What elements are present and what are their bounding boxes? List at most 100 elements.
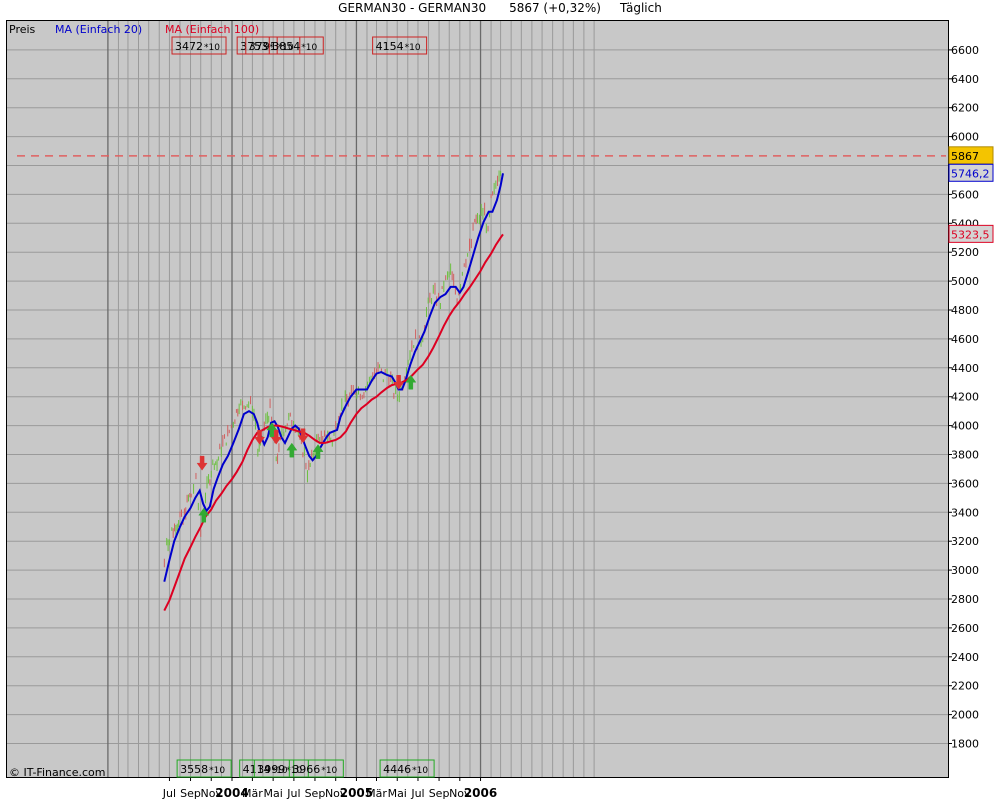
legend-item-2: MA (Einfach 100): [165, 23, 259, 36]
y-tick-label: 4200: [951, 391, 979, 404]
x-tick-label: Nov: [201, 787, 223, 800]
buy-signal-arrow: [198, 507, 210, 523]
y-tick-label: 3200: [951, 535, 979, 548]
top-annotation-suffix: *10: [301, 43, 317, 53]
top-annotation-label: 3472: [175, 40, 203, 53]
buy-signal-arrow: [405, 374, 417, 390]
legend-item-1: MA (Einfach 20): [55, 23, 142, 36]
x-tick-label: Sep: [429, 787, 450, 800]
bottom-annotation-label: 4446: [383, 763, 411, 776]
title-price: 5867 (+0,32%): [509, 1, 601, 15]
y-tick-label: 6000: [951, 131, 979, 144]
last-price-tag-label: 5867: [951, 150, 979, 163]
y-tick-label: 2400: [951, 651, 979, 664]
y-tick-label: 6600: [951, 44, 979, 57]
copyright-text: © IT-Finance.com: [9, 766, 106, 779]
x-tick-label: Sep: [180, 787, 201, 800]
bottom-annotation-box: [379, 759, 435, 778]
bottom-annotation-suffix: *10: [412, 766, 428, 776]
top-annotation-label: 3753: [240, 40, 268, 53]
y-tick-label: 2600: [951, 622, 979, 635]
ma20-tag-box: [948, 163, 994, 182]
bottom-annotation-label: 3999: [257, 763, 285, 776]
bottom-annotation: 3558 *10: [176, 759, 232, 778]
bottom-annotation: 3999 *10: [253, 759, 309, 778]
y-tick-label: 5000: [951, 275, 979, 288]
sell-signal-arrow: [196, 455, 208, 471]
buy-signal-arrow: [286, 442, 298, 458]
bottom-annotation-suffix: *10: [321, 766, 337, 776]
top-annotation-suffix: *: [269, 43, 274, 53]
x-tick-label: Jul: [410, 787, 424, 800]
bottom-annotation-box: [176, 759, 232, 778]
top-annotation: 4154 *10: [372, 36, 428, 55]
y-tick-label: 6200: [951, 102, 979, 115]
x-tick-label: Nov: [449, 787, 471, 800]
bottom-annotation: 4446 *10: [379, 759, 435, 778]
x-tick-label: Jul: [162, 787, 176, 800]
top-annotation: 3472 *10: [171, 36, 227, 55]
bottom-annotation-label: 3558: [180, 763, 208, 776]
y-tick-label: 4400: [951, 362, 979, 375]
x-tick-label: Mai: [263, 787, 282, 800]
title-symbol: GERMAN30 - GERMAN30: [338, 1, 487, 15]
bottom-annotation-suffix: *10: [272, 766, 288, 776]
top-annotation-box: [372, 36, 428, 55]
x-tick-label: 2006: [464, 786, 497, 800]
x-tick-label: Jul: [286, 787, 300, 800]
ma20-line: [163, 173, 504, 582]
sell-signal-arrow: [270, 429, 282, 445]
buy-signal-arrow: [312, 444, 324, 459]
y-tick-label: 3400: [951, 506, 979, 519]
x-tick-label: Sep: [305, 787, 326, 800]
y-tick-label: 3600: [951, 477, 979, 490]
y-tick-label: 5200: [951, 246, 979, 259]
x-tick-label: Mai: [388, 787, 407, 800]
ma20-tag-label: 5746,2: [951, 167, 990, 180]
top-annotation-suffix: *10: [405, 43, 421, 53]
sell-signal-arrow: [393, 375, 405, 390]
ma100-line: [163, 233, 504, 612]
bottom-annotation-label: 4114: [243, 763, 271, 776]
x-tick-label: 2005: [340, 786, 373, 800]
y-tick-label: 4000: [951, 420, 979, 433]
top-annotation-suffix: *10: [278, 43, 294, 53]
chart-title: GERMAN30 - GERMAN30 5867 (+0,32%) Täglic…: [0, 1, 1000, 15]
chart-plot-area[interactable]: [6, 20, 949, 778]
x-tick-label: Mär: [242, 787, 263, 800]
top-annotation-box: [171, 36, 227, 55]
top-annotation: 3854 *10: [268, 36, 324, 55]
y-tick-label: 5600: [951, 188, 979, 201]
top-annotation-suffix: *10: [204, 43, 220, 53]
legend-item-0: Preis: [9, 23, 36, 36]
y-tick-label: 1800: [951, 738, 979, 751]
y-tick-label: 3800: [951, 449, 979, 462]
y-tick-label: 4800: [951, 304, 979, 317]
title-interval: Täglich: [620, 1, 662, 15]
bottom-annotation-label: 3966: [292, 763, 320, 776]
top-annotation-label: 4154: [376, 40, 404, 53]
bottom-annotation-suffix: *10: [209, 766, 225, 776]
sell-signal-arrow: [297, 428, 309, 444]
bottom-annotation-suffix: *10: [286, 766, 302, 776]
x-tick-label: Nov: [325, 787, 347, 800]
y-tick-label: 2800: [951, 593, 979, 606]
buy-signal-arrow: [266, 422, 278, 438]
y-tick-label: 2200: [951, 680, 979, 693]
y-tick-label: 2000: [951, 709, 979, 722]
ma100-tag-box: [948, 224, 994, 243]
y-tick-label: 4600: [951, 333, 979, 346]
y-tick-label: 6400: [951, 73, 979, 86]
top-annotation-label: 3791: [249, 40, 277, 53]
top-annotation-box: [268, 36, 324, 55]
y-tick-label: 3000: [951, 564, 979, 577]
bottom-annotation-box: [253, 759, 309, 778]
bottom-annotation: 3966 *10: [288, 759, 344, 778]
top-annotation-label: 3854: [272, 40, 300, 53]
x-tick-label: 2004: [215, 786, 248, 800]
sell-signal-arrow: [254, 429, 266, 445]
ma100-tag-label: 5323,5: [951, 228, 990, 241]
bottom-annotation-box: [288, 759, 344, 778]
x-tick-label: Mär: [366, 787, 387, 800]
